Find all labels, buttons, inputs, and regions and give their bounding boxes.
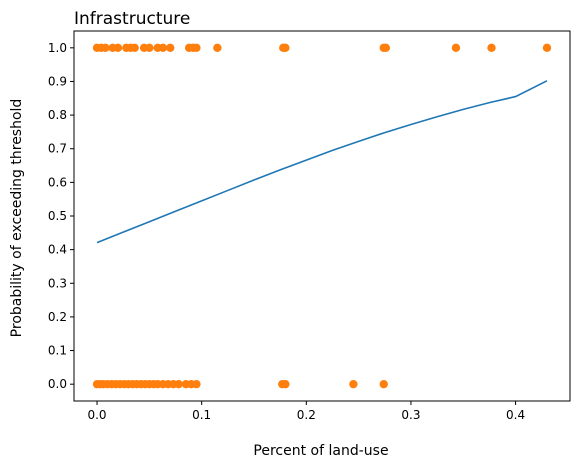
y-tick-label: 0.4	[48, 243, 67, 257]
y-tick-label: 0.9	[48, 74, 67, 88]
plot-area	[73, 30, 571, 402]
data-point	[349, 379, 358, 389]
y-tick-label: 0.1	[48, 344, 67, 358]
y-tick-label: 0.2	[48, 310, 67, 324]
data-point	[101, 43, 110, 53]
x-axis-label: Percent of land-use	[253, 443, 388, 459]
data-point	[281, 43, 290, 53]
data-point	[192, 379, 201, 389]
data-point	[281, 379, 290, 389]
x-tick-label: 0.4	[506, 408, 525, 422]
y-tick-label: 0.5	[48, 209, 67, 223]
data-point	[158, 43, 168, 53]
data-point	[113, 43, 123, 53]
x-tick-label: 0.0	[87, 408, 106, 422]
y-axis-ticks: 0.0 0.1 0.2 0.3 0.4 0.5 0.6 0.7 0.8 0.9 1.0	[48, 41, 74, 391]
data-point	[166, 43, 175, 53]
data-point	[130, 43, 139, 53]
y-tick-label: 0.8	[48, 108, 67, 122]
data-point	[487, 43, 496, 53]
y-tick-label: 0.0	[48, 377, 67, 391]
fitted-curve	[96, 80, 548, 244]
y-tick-label: 1.0	[48, 41, 67, 55]
x-tick-label: 0.3	[401, 408, 420, 422]
data-point	[542, 43, 552, 53]
x-tick-label: 0.2	[297, 408, 316, 422]
x-axis-ticks: 0.0 0.1 0.2 0.3 0.4	[87, 401, 525, 422]
data-point	[145, 43, 154, 53]
x-tick-label: 0.1	[192, 408, 211, 422]
data-point	[379, 379, 388, 389]
data-point	[451, 43, 461, 53]
data-point	[213, 43, 222, 53]
data-point	[174, 379, 183, 389]
data-point	[192, 43, 201, 53]
plot-frame	[73, 30, 571, 402]
y-axis-label: Probability of exceeding threshold	[9, 99, 25, 338]
data-point	[381, 43, 391, 53]
y-tick-label: 0.7	[48, 142, 67, 156]
y-tick-label: 0.6	[48, 175, 67, 189]
chart-title: Infrastructure	[74, 9, 190, 29]
y-tick-label: 0.3	[48, 276, 67, 290]
